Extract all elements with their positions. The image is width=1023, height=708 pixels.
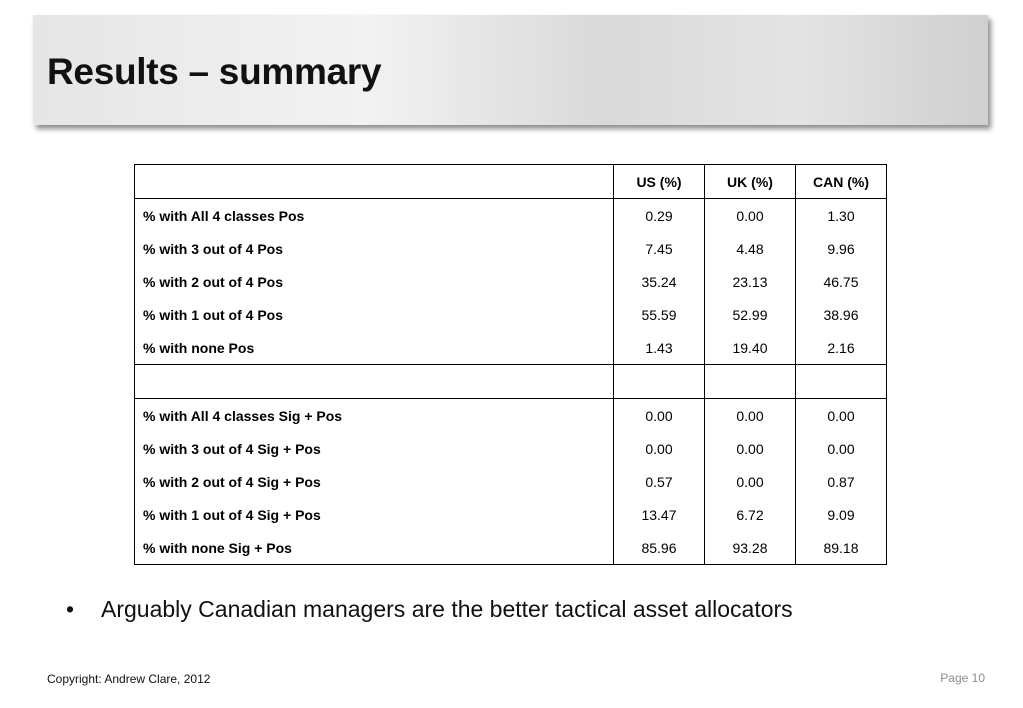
- spacer-cell: [704, 364, 796, 399]
- row-label: % with 3 out of 4 Pos: [134, 232, 614, 265]
- value-cell: 0.87: [795, 465, 887, 498]
- value-cell: 52.99: [704, 298, 796, 331]
- value-cell: 9.09: [795, 498, 887, 531]
- row-label: % with All 4 classes Pos: [134, 198, 614, 232]
- value-cell: 6.72: [704, 498, 796, 531]
- row-label: % with All 4 classes Sig + Pos: [134, 398, 614, 432]
- value-cell: 55.59: [613, 298, 705, 331]
- data-row: % with none Pos 1.43 19.40 2.16: [134, 331, 887, 365]
- copyright: Copyright: Andrew Clare, 2012: [47, 672, 211, 686]
- value-cell: 93.28: [704, 531, 796, 565]
- bullet-text: Arguably Canadian managers are the bette…: [101, 596, 793, 622]
- row-label: % with 1 out of 4 Sig + Pos: [134, 498, 614, 531]
- value-cell: 1.43: [613, 331, 705, 365]
- value-cell: 0.00: [704, 198, 796, 232]
- value-cell: 23.13: [704, 265, 796, 298]
- value-cell: 0.57: [613, 465, 705, 498]
- value-cell: 2.16: [795, 331, 887, 365]
- value-cell: 89.18: [795, 531, 887, 565]
- value-cell: 0.00: [704, 432, 796, 465]
- header-cell: [134, 164, 614, 199]
- value-cell: 0.00: [795, 398, 887, 432]
- title-banner: Results – summary: [33, 15, 988, 125]
- row-label: % with none Sig + Pos: [134, 531, 614, 565]
- data-row: % with none Sig + Pos 85.96 93.28 89.18: [134, 531, 887, 565]
- value-cell: 13.47: [613, 498, 705, 531]
- results-table: US (%) UK (%) CAN (%)% with All 4 classes …: [134, 164, 887, 565]
- value-cell: 0.00: [704, 465, 796, 498]
- value-cell: 46.75: [795, 265, 887, 298]
- spacer-cell: [134, 364, 614, 399]
- header-row: US (%) UK (%) CAN (%): [134, 164, 887, 199]
- page-number: Page 10: [940, 671, 985, 685]
- row-label: % with 1 out of 4 Pos: [134, 298, 614, 331]
- spacer-cell: [795, 364, 887, 399]
- header-cell: UK (%): [704, 164, 796, 199]
- data-row: % with 3 out of 4 Pos 7.45 4.48 9.96: [134, 232, 887, 265]
- data-row: % with 2 out of 4 Sig + Pos 0.57 0.00 0.87: [134, 465, 887, 498]
- value-cell: 0.00: [795, 432, 887, 465]
- data-row: % with 1 out of 4 Sig + Pos 13.47 6.72 9.09: [134, 498, 887, 531]
- row-label: % with 2 out of 4 Sig + Pos: [134, 465, 614, 498]
- header-cell: US (%): [613, 164, 705, 199]
- data-row: % with 3 out of 4 Sig + Pos 0.00 0.00 0.00: [134, 432, 887, 465]
- value-cell: 1.30: [795, 198, 887, 232]
- slide-title: Results – summary: [47, 51, 382, 92]
- spacer-cell: [613, 364, 705, 399]
- value-cell: 7.45: [613, 232, 705, 265]
- data-row: % with All 4 classes Sig + Pos 0.00 0.00 0.…: [134, 398, 887, 432]
- value-cell: 0.00: [613, 432, 705, 465]
- data-row: % with All 4 classes Pos 0.29 0.00 1.30: [134, 198, 887, 232]
- value-cell: 0.00: [704, 398, 796, 432]
- header-cell: CAN (%): [795, 164, 887, 199]
- value-cell: 35.24: [613, 265, 705, 298]
- row-label: % with none Pos: [134, 331, 614, 365]
- row-label: % with 3 out of 4 Sig + Pos: [134, 432, 614, 465]
- spacer-row: [134, 364, 887, 399]
- value-cell: 0.00: [613, 398, 705, 432]
- row-label: % with 2 out of 4 Pos: [134, 265, 614, 298]
- data-row: % with 2 out of 4 Pos 35.24 23.13 46.75: [134, 265, 887, 298]
- value-cell: 9.96: [795, 232, 887, 265]
- data-row: % with 1 out of 4 Pos 55.59 52.99 38.96: [134, 298, 887, 331]
- value-cell: 38.96: [795, 298, 887, 331]
- value-cell: 19.40: [704, 331, 796, 365]
- bullet-marker: •: [66, 596, 75, 622]
- value-cell: 85.96: [613, 531, 705, 565]
- value-cell: 0.29: [613, 198, 705, 232]
- value-cell: 4.48: [704, 232, 796, 265]
